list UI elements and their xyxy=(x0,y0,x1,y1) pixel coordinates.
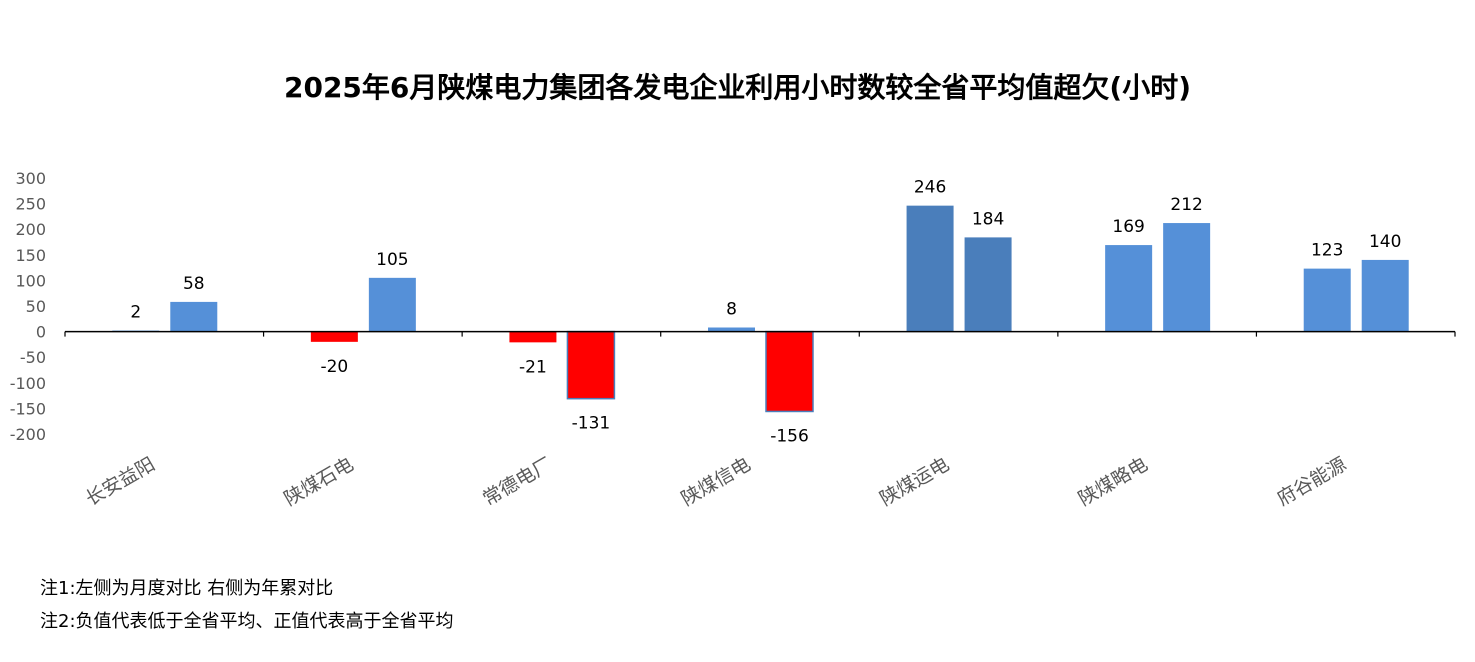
y-tick-label: 50 xyxy=(26,297,46,316)
data-label: 2 xyxy=(130,303,141,323)
y-tick-label: 300 xyxy=(15,169,46,188)
data-label: 8 xyxy=(726,300,737,320)
category-label: 陕煤运电 xyxy=(876,453,953,510)
bar xyxy=(566,330,616,400)
note-2: 注2:负值代表低于全省平均、正值代表高于全省平均 xyxy=(40,611,454,632)
category-label: 陕煤石电 xyxy=(281,453,358,510)
bar xyxy=(368,277,416,332)
data-label: 58 xyxy=(183,274,205,294)
y-tick-label: 100 xyxy=(15,271,46,290)
bar xyxy=(964,237,1012,332)
bar xyxy=(509,331,557,343)
data-label: -21 xyxy=(519,357,547,377)
category-label: 府谷能源 xyxy=(1273,453,1350,510)
y-tick-label: 250 xyxy=(15,195,46,214)
category-labels: 长安益阳 陕煤石电 常德电厂 陕煤信电 陕煤运电 陕煤略电 府谷能源 xyxy=(82,453,1350,510)
y-tick-label: -200 xyxy=(10,425,46,444)
data-label: -156 xyxy=(770,426,809,446)
bars xyxy=(112,205,1409,413)
category-label: 常德电厂 xyxy=(479,453,556,510)
chart-title: 2025年6月陕煤电力集团各发电企业利用小时数较全省平均值超欠(小时) xyxy=(283,71,1191,104)
y-axis-ticks: 300 250 200 150 100 50 0 -50 -100 -150 -200 xyxy=(10,169,46,444)
y-tick-label: 200 xyxy=(15,220,46,239)
category-label: 陕煤信电 xyxy=(678,453,755,510)
bar xyxy=(906,205,954,332)
data-label: 169 xyxy=(1112,217,1144,237)
bar xyxy=(765,330,814,413)
data-label: -131 xyxy=(572,414,611,434)
bar xyxy=(708,327,755,332)
data-label: 184 xyxy=(972,209,1004,229)
data-label: 246 xyxy=(914,178,946,198)
y-tick-label: 0 xyxy=(36,323,46,342)
bar xyxy=(1105,245,1153,332)
data-label: 105 xyxy=(376,250,408,270)
data-labels: 2 58 -20 105 -21 -131 8 -156 246 184 169 212 123 140 xyxy=(130,178,1401,447)
bar xyxy=(170,301,218,332)
data-label: 140 xyxy=(1369,232,1401,252)
data-label: 123 xyxy=(1311,241,1343,261)
data-label: 212 xyxy=(1170,195,1202,215)
bar xyxy=(310,331,358,342)
y-tick-label: -50 xyxy=(20,348,46,367)
bar xyxy=(1163,223,1211,332)
category-label: 长安益阳 xyxy=(82,453,159,510)
category-label: 陕煤略电 xyxy=(1075,453,1152,510)
y-tick-label: -150 xyxy=(10,399,46,418)
note-1: 注1:左侧为月度对比 右侧为年累对比 xyxy=(40,578,334,599)
y-tick-label: 150 xyxy=(15,246,46,265)
y-tick-label: -100 xyxy=(10,374,46,393)
data-label: -20 xyxy=(320,357,348,377)
bar xyxy=(1361,259,1409,332)
bar xyxy=(1303,268,1351,332)
bar-chart: 300 250 200 150 100 50 0 -50 -100 -150 -200 2 58 -20… xyxy=(10,169,1456,510)
x-axis xyxy=(64,330,1456,337)
